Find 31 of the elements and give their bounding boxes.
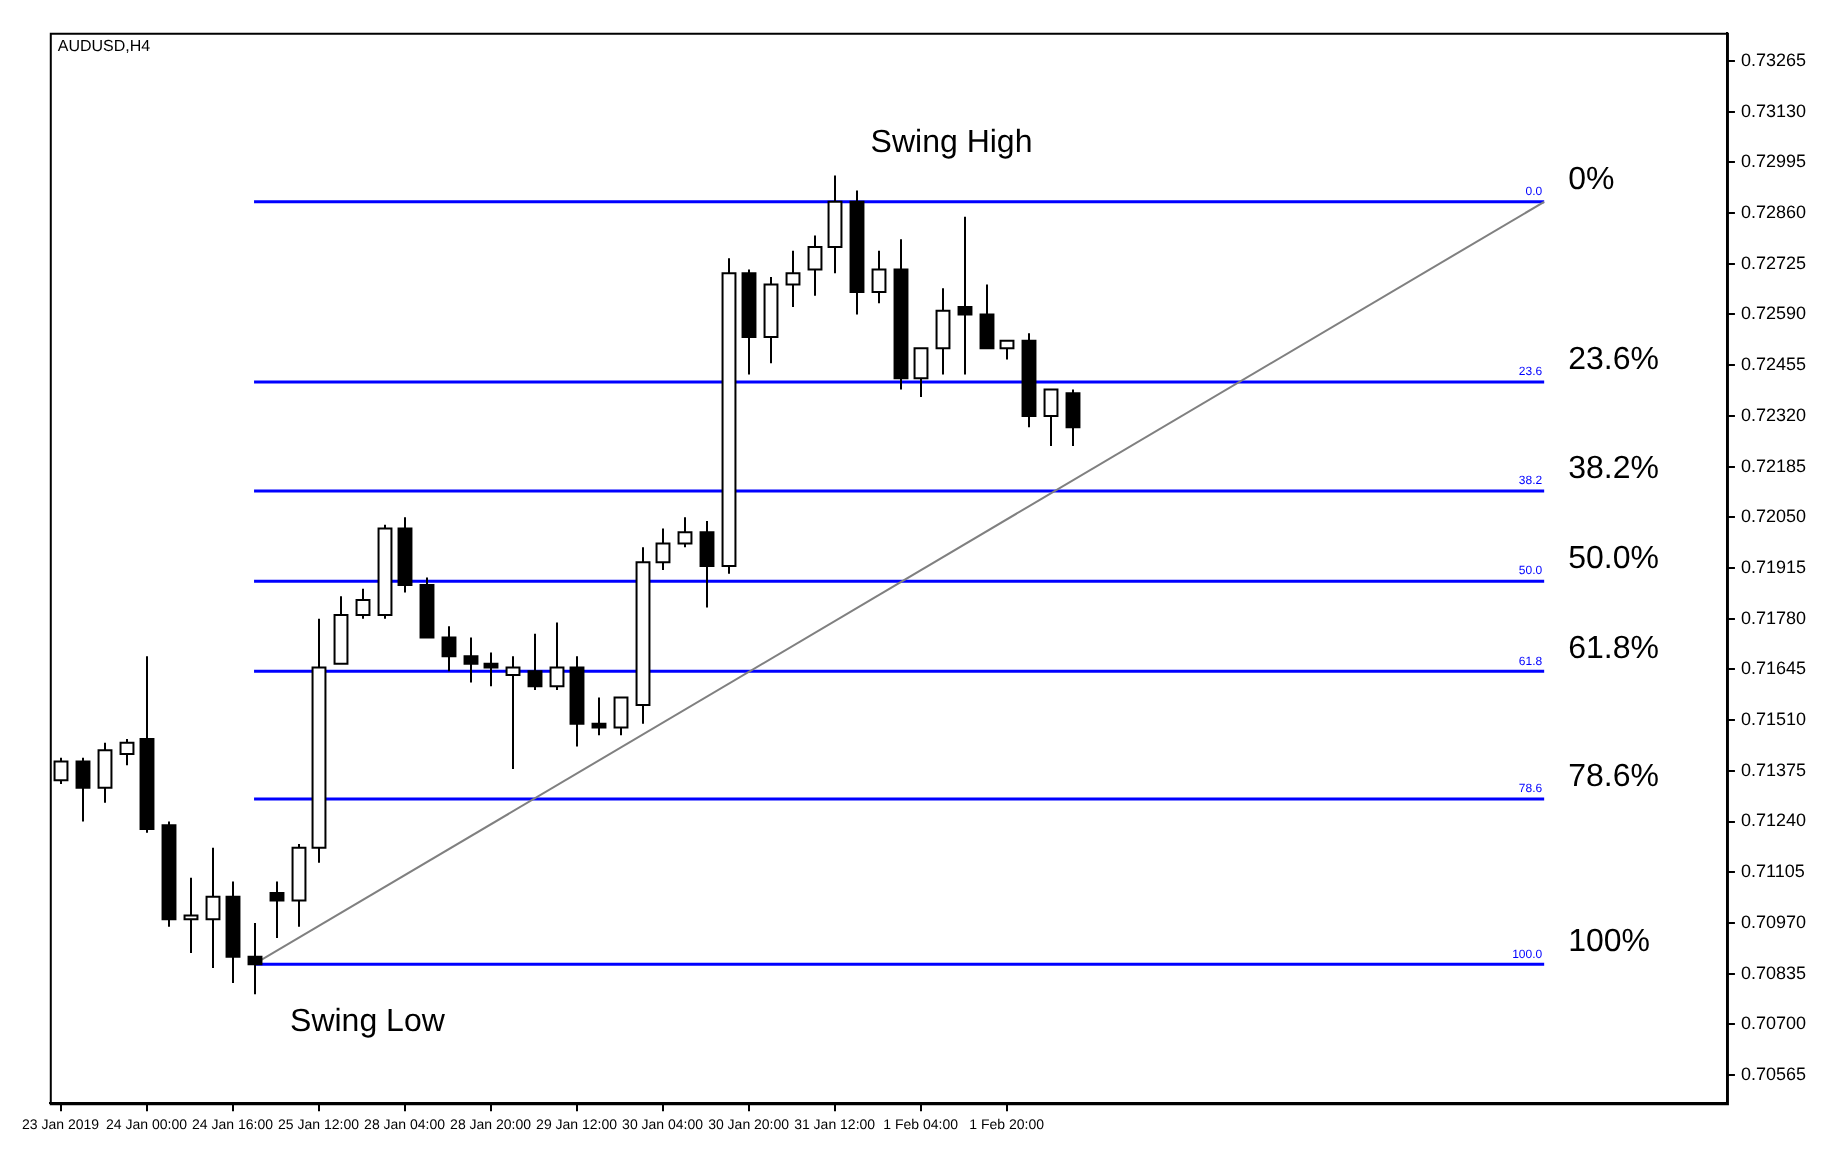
y-tick-label: 0.72455 (1740, 354, 1807, 375)
y-tick-label: 0.72590 (1740, 303, 1807, 324)
y-tick-label: 0.71240 (1740, 810, 1807, 831)
y-tick-label: 0.71510 (1740, 709, 1807, 730)
y-tick-label: 0.71780 (1740, 607, 1807, 628)
annotation: 50.0% (1568, 541, 1659, 576)
chart-title: AUDUSD,H4 (57, 37, 152, 56)
annotation: Swing Low (290, 1005, 446, 1040)
y-tick-label: 0.72995 (1740, 151, 1807, 172)
y-tick-label: 0.72860 (1740, 202, 1807, 223)
annotation: 23.6% (1568, 342, 1659, 377)
y-tick-label: 0.73130 (1740, 100, 1807, 121)
annotation: 38.2% (1568, 451, 1659, 486)
y-tick-label: 0.72050 (1740, 506, 1807, 527)
y-tick-label: 0.72725 (1740, 252, 1807, 273)
y-tick-label: 0.73265 (1740, 49, 1807, 70)
y-tick-label: 0.71915 (1740, 556, 1807, 577)
annotation: 61.8% (1568, 632, 1659, 667)
y-tick-label: 0.70565 (1740, 1064, 1807, 1084)
y-tick-label: 0.71105 (1740, 861, 1805, 882)
y-tick-label: 0.72185 (1740, 455, 1807, 476)
annotation: 78.6% (1568, 759, 1659, 794)
y-tick-label: 0.71645 (1740, 658, 1807, 679)
y-tick-label: 0.71375 (1740, 759, 1807, 780)
y-tick-label: 0.72320 (1740, 404, 1807, 425)
annotation: 0% (1568, 162, 1615, 197)
annotation: 100% (1568, 925, 1651, 960)
y-tick-label: 0.70700 (1740, 1013, 1807, 1034)
annotation: Swing High (870, 126, 1033, 161)
y-tick-label: 0.70970 (1740, 911, 1807, 932)
y-tick-label: 0.70835 (1740, 962, 1807, 983)
